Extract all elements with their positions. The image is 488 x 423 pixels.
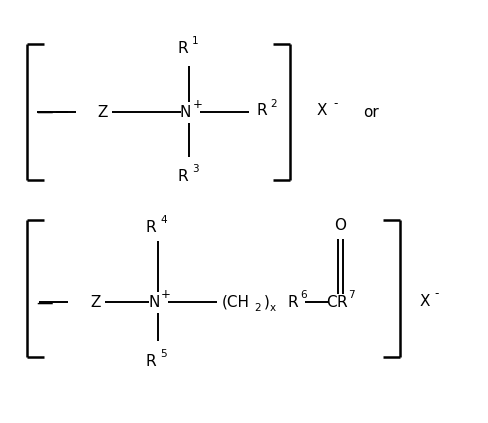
Text: x: x (269, 302, 275, 313)
Text: or: or (363, 104, 379, 120)
Text: Z: Z (97, 104, 108, 120)
Text: —: — (37, 294, 53, 311)
Text: +: + (161, 288, 171, 301)
Text: R: R (256, 103, 267, 118)
Text: R: R (287, 295, 298, 310)
Text: N: N (180, 104, 191, 120)
Text: (CH: (CH (222, 295, 250, 310)
Text: R: R (146, 220, 157, 235)
Text: R: R (336, 295, 347, 310)
Text: ): ) (264, 295, 269, 310)
Text: 7: 7 (348, 290, 355, 300)
Text: 6: 6 (300, 290, 307, 300)
Text: 3: 3 (192, 164, 199, 174)
Text: X: X (419, 294, 430, 309)
Text: N: N (148, 295, 160, 310)
Text: 2: 2 (254, 302, 261, 313)
Text: 2: 2 (270, 99, 277, 109)
Text: -: - (435, 288, 439, 300)
Text: 4: 4 (160, 214, 167, 225)
Text: 1: 1 (192, 36, 199, 46)
Text: C: C (326, 295, 337, 310)
Text: Z: Z (90, 295, 101, 310)
Text: -: - (334, 97, 338, 110)
Text: 5: 5 (160, 349, 167, 359)
Text: X: X (317, 103, 327, 118)
Text: R: R (178, 169, 188, 184)
Text: R: R (178, 41, 188, 56)
Text: R: R (146, 354, 157, 369)
Text: +: + (193, 98, 203, 111)
Text: —: — (37, 103, 53, 121)
Text: O: O (334, 217, 346, 233)
